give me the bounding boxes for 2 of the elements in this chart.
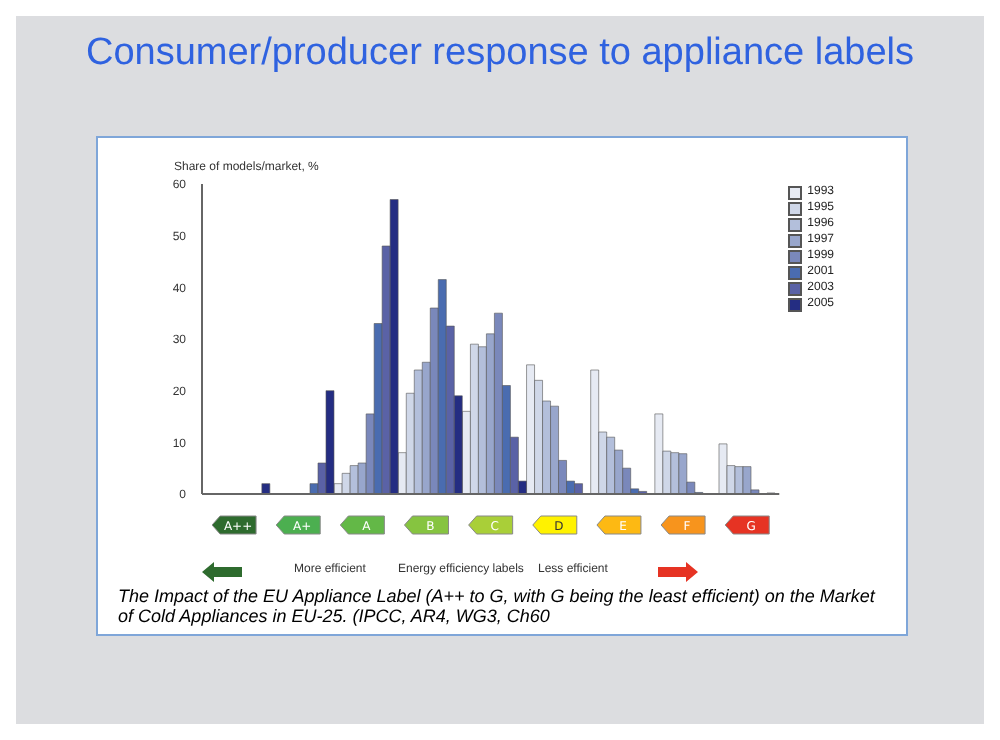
text: The Impact of the EU Appliance Label (A++ to G, with G being the least efficient) on the Market of Cold Appliances in EU-25. (IPCC, AR4, WG3, Ch60 xyxy=(118,586,878,626)
chart-title: Consumer/producer response to appliance labels xyxy=(83,32,917,76)
